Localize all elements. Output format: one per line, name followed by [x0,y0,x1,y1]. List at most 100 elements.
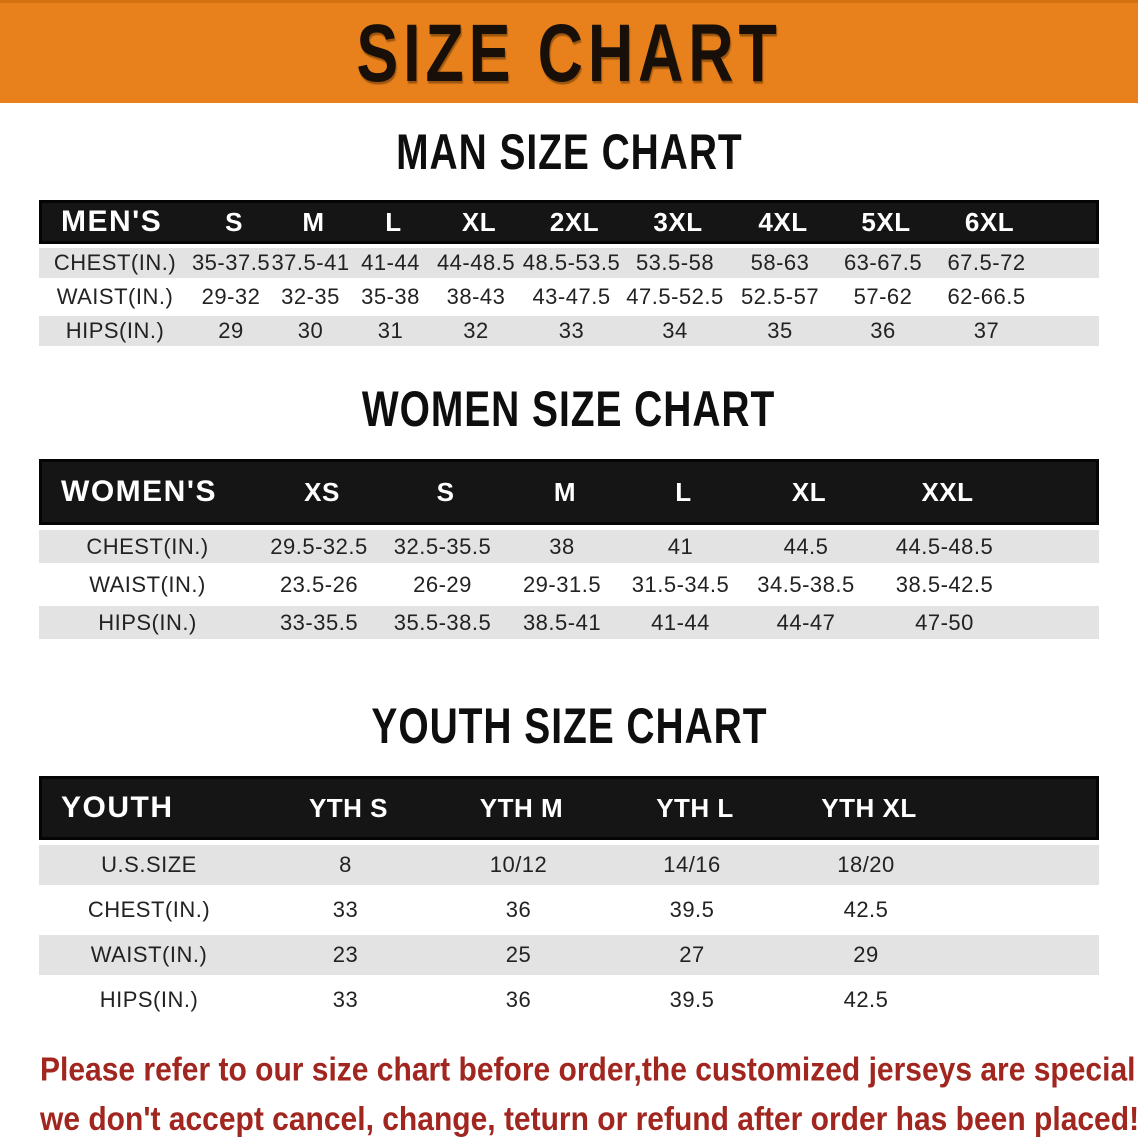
measurement-value: 29.5-32.5 [270,533,368,559]
table-row: WAIST(IN.) 29-32 32-35 35-38 38-43 43-47.5 47.… [39,282,1099,312]
measurement-value: 10/12 [489,852,548,877]
measurement-value: 18/20 [837,852,895,877]
measurement-value: 52.5-57 [740,284,820,309]
women-section-heading: WOMEN SIZE CHART [362,380,776,437]
measurement-value: 23 [332,942,359,967]
measurement-value: 31 [377,318,404,343]
measurement-value: 29-32 [201,284,261,309]
row-label: WAIST(IN.) [56,284,174,309]
measurement-value: 41-44 [361,250,420,275]
size-column-header: 4XL [758,206,808,237]
measurement-value: 29 [853,942,879,967]
measurement-value: 23.5-26 [279,571,359,597]
measurement-value: 44-47 [776,609,836,635]
table-group-label: MEN'S [61,205,163,238]
disclaimer: Please refer to our size chart before or… [40,1046,1138,1145]
measurement-value: 44-48.5 [436,250,516,275]
disclaimer-line-1: Please refer to our size chart before or… [40,1051,1138,1089]
size-column-header: 6XL [964,206,1015,237]
measurement-value: 63-67.5 [843,250,923,275]
measurement-value: 44.5 [783,533,829,559]
youth-size-table: YOUTH YTH S YTH M YTH L YTH XL U.S.SIZE 8 10/12… [39,776,1099,1020]
measurement-value: 38-43 [446,284,506,309]
table-header-band: YOUTH YTH S YTH M YTH L YTH XL [39,776,1099,840]
measurement-value: 33 [332,987,359,1012]
size-column-header: 2XL [549,206,600,237]
measurement-value: 37 [973,318,1000,343]
measurement-value: 34.5-38.5 [757,571,855,597]
size-column-header: YTH S [308,792,389,823]
size-charts: MAN SIZE CHART MEN'S S M L XL 2XL 3XL 4XL 5XL 6XL… [0,123,1138,1138]
women-size-chart-section: WOMEN SIZE CHART WOMEN'S XS S M L XL XXL CHEST(… [0,380,1138,639]
measurement-value: 41 [667,533,694,559]
size-column-header: XL [791,476,827,507]
measurement-value: 30 [297,318,324,343]
table-row: HIPS(IN.) 29 30 31 32 33 34 35 36 37 [39,316,1099,346]
row-label: HIPS(IN.) [98,609,197,635]
man-section-heading: MAN SIZE CHART [395,123,743,180]
youth-section-heading: YOUTH SIZE CHART [370,697,768,754]
row-label: HIPS(IN.) [65,318,165,343]
measurement-value: 38 [549,533,575,559]
table-row: WAIST(IN.) 23.5-26 26-29 29-31.5 31.5-34.5 34… [39,568,1099,601]
womens-size-table: WOMEN'S XS S M L XL XXL CHEST(IN.) 29.5-32.5 32.5… [39,459,1099,639]
row-label: CHEST(IN.) [53,250,177,275]
size-column-header: YTH L [656,792,734,823]
measurement-value: 57-62 [853,284,913,309]
measurement-value: 43-47.5 [532,284,611,309]
measurement-value: 14/16 [663,852,721,877]
measurement-value: 27 [679,942,705,967]
measurement-value: 33 [558,318,585,343]
measurement-value: 34 [662,318,688,343]
measurement-value: 36 [870,318,896,343]
table-header-band: WOMEN'S XS S M L XL XXL [39,459,1099,525]
table-row: HIPS(IN.) 33 36 39.5 42.5 [39,980,1099,1020]
measurement-value: 33 [332,897,359,922]
table-row: WAIST(IN.) 23 25 27 29 [39,935,1099,975]
youth-size-chart-section: YOUTH SIZE CHART YOUTH YTH S YTH M YTH L YTH… [0,697,1138,1020]
measurement-value: 41-44 [651,609,710,635]
measurement-value: 25 [505,942,532,967]
measurement-value: 38.5-42.5 [895,571,994,597]
row-label: CHEST(IN.) [87,897,211,922]
row-label: CHEST(IN.) [86,533,209,559]
measurement-value: 35 [767,318,793,343]
measurement-value: 38.5-41 [522,609,602,635]
measurement-value: 39.5 [669,987,715,1012]
table-row: CHEST(IN.) 33 36 39.5 42.5 [39,890,1099,930]
table-group-label: WOMEN'S [61,475,217,508]
measurement-value: 67.5-72 [947,250,1026,275]
measurement-value: 29-31.5 [522,571,602,597]
size-column-header: L [385,206,402,237]
measurement-value: 26-29 [413,571,472,597]
banner-title: SIZE CHART [356,6,782,100]
size-column-header: YTH M [479,792,564,823]
measurement-value: 48.5-53.5 [522,250,621,275]
measurement-value: 36 [505,987,532,1012]
measurement-value: 58-63 [750,250,810,275]
table-row: CHEST(IN.) 35-37.5 37.5-41 41-44 44-48.5 48.5… [39,248,1099,278]
measurement-value: 8 [339,852,352,877]
size-column-header: 5XL [861,206,911,237]
measurement-value: 36 [505,897,532,922]
measurement-value: 32 [463,318,489,343]
row-label: HIPS(IN.) [99,987,199,1012]
table-header-band: MEN'S S M L XL 2XL 3XL 4XL 5XL 6XL [39,200,1099,244]
row-label: WAIST(IN.) [90,942,208,967]
row-label: U.S.SIZE [101,852,197,877]
measurement-value: 32-35 [281,284,340,309]
size-column-header: M [553,476,577,507]
mens-size-table: MEN'S S M L XL 2XL 3XL 4XL 5XL 6XL CHEST(IN.) 35-37… [39,200,1099,346]
measurement-value: 47.5-52.5 [626,284,724,309]
size-column-header: XXL [921,476,974,507]
man-size-chart-section: MAN SIZE CHART MEN'S S M L XL 2XL 3XL 4XL 5XL 6XL… [0,123,1138,346]
size-column-header: XL [461,206,497,237]
measurement-value: 35-38 [361,284,420,309]
size-column-header: 3XL [653,206,703,237]
measurement-value: 32.5-35.5 [393,533,492,559]
measurement-value: 29 [218,318,244,343]
disclaimer-line-2: we don't accept cancel, change, teturn o… [40,1100,1138,1138]
measurement-value: 62-66.5 [947,284,1026,309]
measurement-value: 35.5-38.5 [393,609,492,635]
measurement-value: 44.5-48.5 [895,533,994,559]
